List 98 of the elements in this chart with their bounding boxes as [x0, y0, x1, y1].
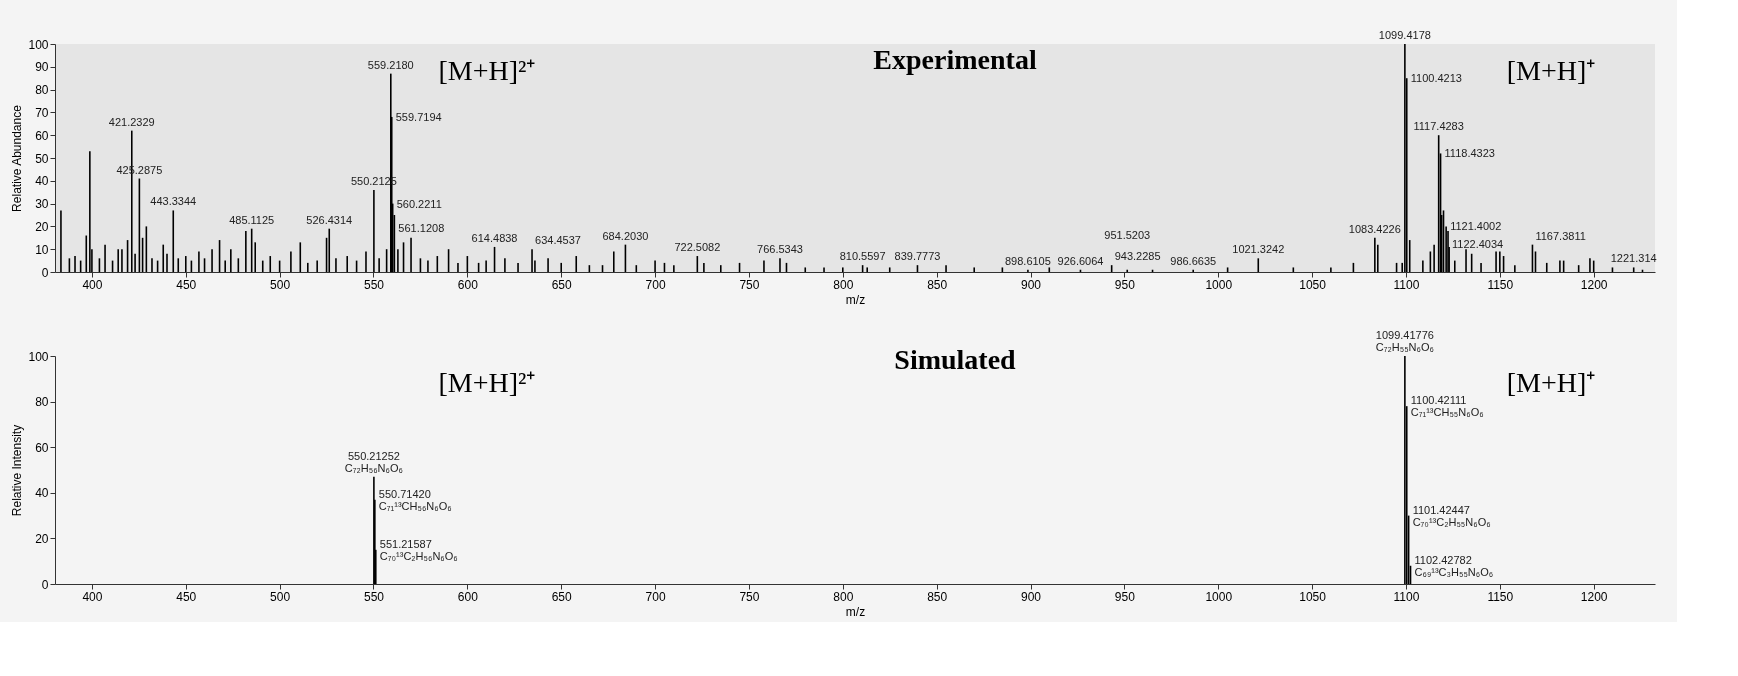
y-tick-label: 20	[35, 531, 49, 546]
annotation: 1101.42447 C₇₀¹³C₂H₅₅N₆O₆	[1412, 503, 1491, 528]
y-axis-title: Relative Intensity	[10, 424, 25, 517]
y-tick-label: 100	[28, 37, 49, 52]
annotation: [M+H]⁺	[1506, 366, 1596, 398]
x-tick-label: 400	[82, 589, 103, 604]
annotation: [M+H]²⁺	[438, 366, 536, 398]
annotation: 485.1125	[229, 213, 275, 226]
x-tick-label: 500	[270, 589, 291, 604]
annotation: 1099.4178	[1378, 29, 1431, 41]
annotation: 1100.42111 C₇₁¹³CH₅₅N₆O₆	[1410, 394, 1484, 419]
x-tick-label: 1150	[1487, 277, 1514, 292]
x-tick-label: 1150	[1487, 589, 1514, 604]
x-tick-label: 950	[1114, 277, 1136, 292]
x-tick-label: 800	[833, 277, 854, 292]
x-axis-title: m/z	[845, 604, 866, 619]
annotation: 684.2030	[602, 229, 649, 242]
y-tick-label: 40	[35, 486, 49, 501]
x-tick-label: 950	[1114, 589, 1136, 604]
annotation: 550.71420 C₇₁¹³CH₅₆N₆O₆	[378, 487, 452, 512]
annotation: 766.5343	[757, 243, 803, 256]
x-tick-label: 1000	[1205, 589, 1233, 604]
annotation: 634.4537	[535, 234, 581, 247]
y-axis-title: Relative Abundance	[10, 104, 25, 212]
y-tick-label: 30	[35, 197, 49, 212]
annotation: 1118.4323	[1444, 147, 1495, 160]
annotation: 1100.4213	[1410, 72, 1462, 85]
x-tick-label: 850	[927, 589, 948, 604]
y-tick-label: 70	[35, 105, 49, 120]
x-tick-label: 1100	[1393, 277, 1420, 292]
y-tick-label: 80	[35, 83, 49, 98]
annotation: [M+H]²⁺	[438, 54, 536, 86]
x-axis-title: m/z	[845, 292, 866, 307]
annotation: 722.5082	[674, 241, 721, 254]
annotation: 560.2211	[396, 197, 442, 210]
annotation: 951.5203	[1104, 228, 1151, 241]
x-tick-label: 400	[82, 277, 103, 292]
annotation: 898.6105	[1004, 254, 1051, 267]
annotation: 526.4314	[306, 213, 353, 226]
annotation: 550.21252 C₇₂H₅₆N₆O₆	[344, 449, 403, 474]
annotation: 1083.4226	[1348, 222, 1401, 235]
annotation: 986.6635	[1170, 254, 1217, 267]
annotation: 1021.3242	[1232, 243, 1285, 256]
chart-title: Simulated	[894, 344, 1017, 375]
annotation: 551.21587 C₇₀¹³C₂H₅₆N₆O₆	[379, 537, 458, 562]
y-tick-label: 50	[35, 151, 49, 166]
y-tick-label: 100	[28, 349, 49, 364]
chart-title: Experimental	[873, 44, 1037, 75]
y-tick-label: 20	[35, 219, 49, 234]
x-tick-label: 1050	[1299, 277, 1327, 292]
x-tick-label: 500	[270, 277, 291, 292]
x-tick-label: 800	[833, 589, 854, 604]
y-tick-label: 0	[41, 265, 49, 280]
x-tick-label: 700	[645, 277, 666, 292]
x-tick-label: 900	[1021, 277, 1042, 292]
annotation: 1167.3811	[1535, 229, 1586, 242]
annotation: 421.2329	[108, 115, 155, 128]
y-tick-label: 80	[35, 395, 49, 410]
annotation: 1099.41776 C₇₂H₅₅N₆O₆	[1375, 329, 1434, 353]
x-tick-label: 750	[739, 589, 760, 604]
annotation: 926.6064	[1057, 254, 1104, 267]
y-tick-label: 40	[35, 174, 49, 189]
x-tick-label: 600	[457, 277, 479, 292]
x-tick-label: 650	[551, 277, 573, 292]
annotation: [M+H]⁺	[1506, 54, 1596, 86]
annotation: 1117.4283	[1413, 120, 1464, 133]
annotation: 559.7194	[395, 110, 442, 123]
x-tick-label: 750	[739, 277, 760, 292]
annotation: 1121.4002	[1450, 220, 1502, 233]
x-tick-label: 1050	[1299, 589, 1327, 604]
annotation: 443.3344	[150, 195, 197, 208]
annotation: 561.1208	[398, 222, 445, 234]
annotation: 1221.314	[1610, 252, 1657, 265]
x-tick-label: 450	[176, 277, 197, 292]
annotation: 559.2180	[367, 58, 414, 71]
annotation: 614.4838	[471, 231, 518, 244]
y-tick-label: 60	[35, 440, 49, 455]
x-tick-label: 700	[645, 589, 666, 604]
x-tick-label: 1200	[1580, 589, 1608, 604]
annotation: 839.7773	[894, 250, 941, 263]
y-tick-label: 0	[41, 577, 49, 592]
y-tick-label: 60	[35, 128, 49, 143]
y-tick-label: 90	[35, 60, 49, 75]
x-tick-label: 450	[176, 589, 197, 604]
x-tick-label: 900	[1021, 589, 1042, 604]
x-tick-label: 550	[363, 277, 385, 292]
x-tick-label: 1100	[1393, 589, 1420, 604]
annotation: 1122.4034	[1452, 237, 1504, 250]
y-tick-label: 10	[35, 242, 49, 257]
annotation: 1102.42782 C₆₉¹³C₃H₅₅N₆O₆	[1414, 553, 1494, 578]
x-tick-label: 1000	[1205, 277, 1233, 292]
x-tick-label: 1200	[1580, 277, 1608, 292]
x-tick-label: 850	[927, 277, 948, 292]
annotation: 810.5597	[839, 250, 886, 263]
annotation: 943.2285	[1114, 250, 1161, 263]
x-tick-label: 650	[551, 589, 573, 604]
x-tick-label: 600	[457, 589, 479, 604]
x-tick-label: 550	[363, 589, 385, 604]
